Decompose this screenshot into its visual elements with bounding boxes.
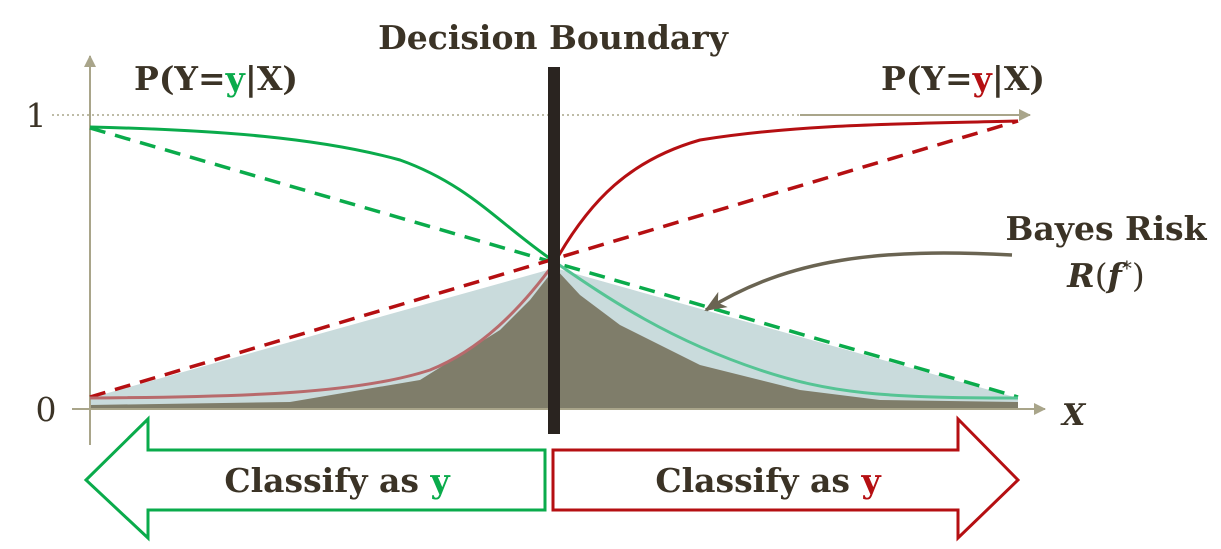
- red-dashed-line: [89, 119, 1019, 399]
- bayes-risk-pointer-arrow: [704, 251, 1013, 312]
- green-posterior-curve-faded: [554, 260, 1019, 400]
- classify-left-label: Classify as y: [224, 461, 450, 500]
- left-posterior-label: P(Y=y|X): [134, 59, 298, 98]
- red-posterior-curve-faded: [89, 261, 557, 400]
- decision-boundary-line: [548, 67, 560, 434]
- classify-right-label: Classify as y: [655, 461, 881, 500]
- green-posterior-curve: [89, 125, 556, 264]
- y-tick-0: 0: [36, 390, 57, 429]
- y-tick-1: 1: [26, 96, 47, 135]
- classify-left-arrow: [83, 415, 547, 542]
- x-axis-label: X: [1060, 398, 1087, 433]
- bayes-risk-label: Bayes Risk: [1006, 209, 1208, 248]
- bayes-risk-formula: R(f*): [1066, 256, 1144, 295]
- diagram-title: Decision Boundary: [378, 18, 729, 57]
- red-posterior-curve: [553, 119, 1019, 263]
- right-posterior-label: P(Y=y|X): [881, 59, 1045, 98]
- classify-right-arrow: [551, 415, 1021, 542]
